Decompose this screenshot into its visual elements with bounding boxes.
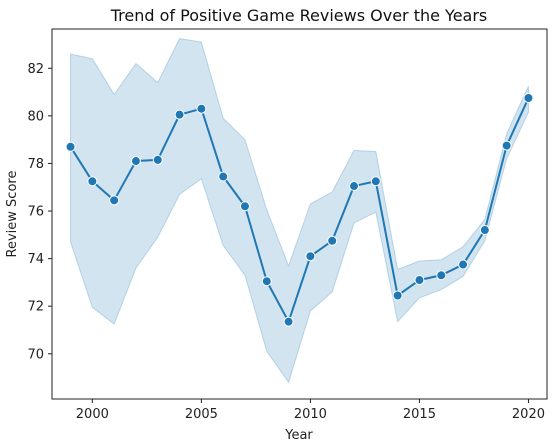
- data-point: [306, 252, 315, 261]
- y-tick-label: 76: [27, 205, 44, 220]
- x-tick-label: 2005: [185, 407, 218, 422]
- data-point: [262, 277, 271, 286]
- data-point: [110, 196, 119, 205]
- y-axis-ticks: 70 72 74 76 78 80 82: [27, 62, 52, 363]
- x-axis-ticks: 2000 2005 2010 2015 2020: [76, 399, 545, 422]
- data-point: [175, 110, 184, 119]
- data-point: [197, 104, 206, 113]
- data-point: [437, 271, 446, 280]
- data-point: [371, 177, 380, 186]
- data-point: [328, 236, 337, 245]
- data-point: [284, 317, 293, 326]
- x-tick-label: 2000: [76, 407, 109, 422]
- data-point: [153, 155, 162, 164]
- data-point: [240, 202, 249, 211]
- data-point: [131, 157, 140, 166]
- y-tick-label: 80: [27, 109, 44, 124]
- y-tick-label: 74: [27, 252, 44, 267]
- y-axis-label: Review Score: [5, 171, 20, 258]
- confidence-band: [71, 39, 529, 383]
- x-axis-label: Year: [284, 428, 313, 443]
- data-point: [502, 141, 511, 150]
- data-point: [219, 172, 228, 181]
- data-point: [480, 226, 489, 235]
- x-tick-label: 2020: [512, 407, 545, 422]
- y-tick-label: 82: [27, 62, 44, 77]
- data-point: [88, 177, 97, 186]
- data-point: [393, 291, 402, 300]
- y-tick-label: 72: [27, 300, 44, 315]
- plot-area: [66, 39, 533, 383]
- data-point: [350, 182, 359, 191]
- data-point: [459, 260, 468, 269]
- chart-title: Trend of Positive Game Reviews Over the …: [110, 6, 488, 25]
- data-point: [66, 142, 75, 151]
- y-tick-label: 70: [27, 347, 44, 362]
- x-tick-label: 2015: [403, 407, 436, 422]
- x-tick-label: 2010: [294, 407, 327, 422]
- data-point: [524, 94, 533, 103]
- data-point: [415, 276, 424, 285]
- y-tick-label: 78: [27, 157, 44, 172]
